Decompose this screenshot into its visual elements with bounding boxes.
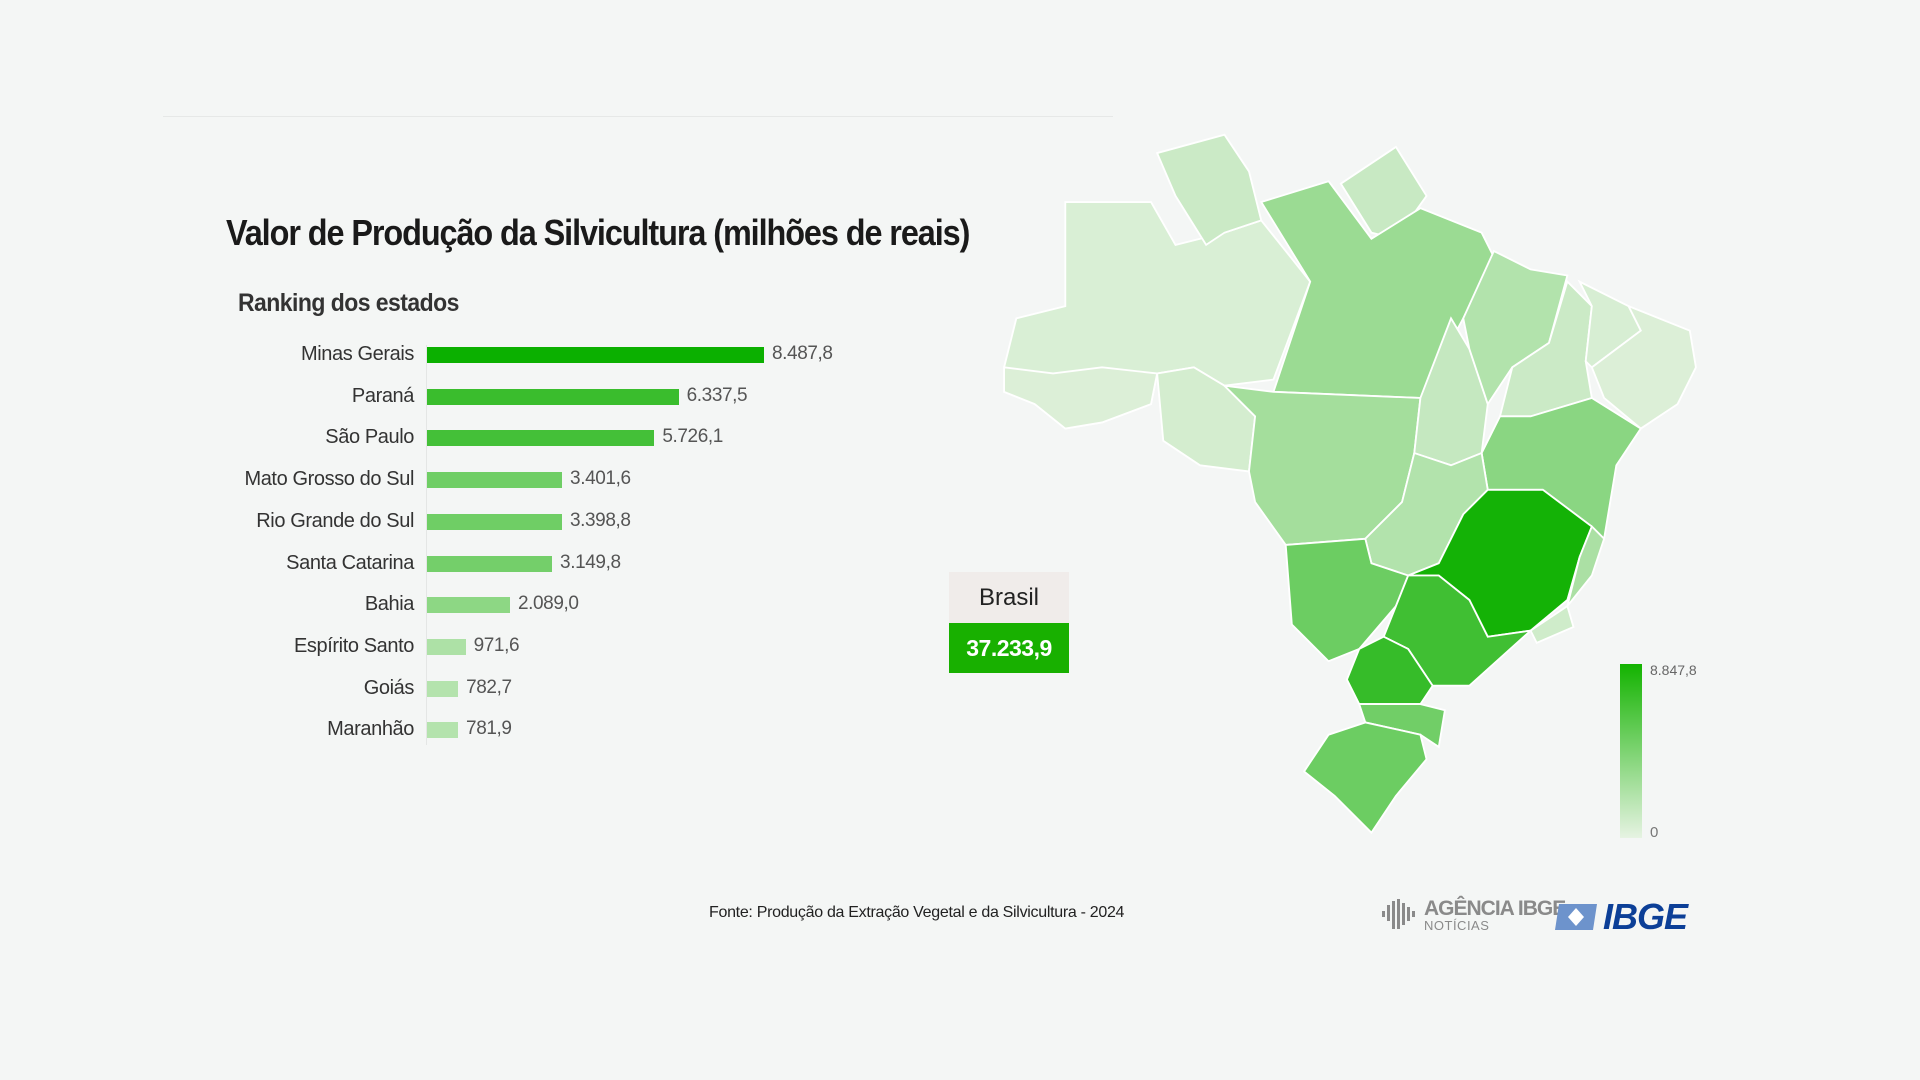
total-label: Brasil [949,572,1069,623]
bar-value-label: 6.337,5 [686,384,748,406]
agencia-logo-icon [1382,899,1415,929]
bar-category-label: Bahia [364,593,415,616]
bar-value-label: 8.487,8 [772,343,833,364]
bar [427,347,764,363]
legend-max-label: 8.847,8 [1650,662,1697,678]
bar-value-label: 3.401,6 [570,468,631,490]
total-value: 37.233,9 [949,623,1069,673]
bar-row: Santa Catarina 3.149,8 [0,543,900,585]
map-state-rr [1155,133,1263,247]
chart-title: Valor de Produção da Silvicultura (milhõ… [226,212,970,253]
bar-value-label: 3.149,8 [560,551,621,573]
bar [427,388,679,405]
bar-row: Paraná 6.337,5 [0,376,900,418]
bar-value-label: 5.726,1 [662,426,723,448]
map-state-rs [1302,721,1428,835]
bar-value-label: 3.398,8 [569,509,631,531]
map-state-sp [1382,574,1534,687]
bar-category-label: Goiás [363,676,415,699]
bar-category-label: São Paulo [325,426,414,449]
source-note: Fonte: Produção da Extração Vegetal e da… [709,904,1125,921]
top-divider [163,116,1113,117]
agencia-subtitle: NOTÍCIAS [1424,917,1490,933]
bar [427,638,466,655]
bar-row: Mato Grosso do Sul 3.401,6 [0,459,900,501]
bar-value-label: 781,9 [466,718,512,740]
map-state-es [1566,524,1606,607]
map-state-rj [1529,604,1575,645]
bar-category-label: Espírito Santo [293,634,414,657]
bar-category-label: Santa Catarina [286,551,414,574]
bar-row: Espírito Santo 971,6 [0,626,900,668]
bar-row: São Paulo 5.726,1 [0,417,900,459]
bar-value-label: 782,7 [466,676,512,698]
bar-row: Rio Grande do Sul 3.398,8 [0,501,900,543]
bar [427,513,562,530]
map-state-ac [1003,366,1159,430]
bar-row: Minas Gerais 8.487,8 [0,334,900,376]
legend-min-label: 0 [1650,824,1659,841]
chart-subtitle: Ranking dos estados [238,289,459,317]
bar [427,472,563,489]
bar-category-label: Maranhão [327,718,414,741]
bar-axis [426,345,427,745]
bar-value-label: 971,6 [473,634,520,656]
agencia-title: AGÊNCIA IBGE [1424,896,1566,920]
bar-category-label: Paraná [351,384,414,407]
ibge-logo: IBGE [1553,896,1688,938]
bar [427,597,510,614]
bar-category-label: Mato Grosso do Sul [244,468,414,491]
bar [427,680,459,697]
bar-value-label: 2.089,0 [517,593,579,615]
bar [427,722,459,739]
bar-category-label: Rio Grande do Sul [256,509,414,532]
bar-row: Bahia 2.089,0 [0,584,900,626]
color-scale-legend [1620,664,1642,838]
map-state-pr [1345,635,1434,705]
agencia-ibge-logo: AGÊNCIA IBGE NOTÍCIAS [1380,896,1566,933]
bar [427,430,655,447]
total-box: Brasil 37.233,9 [949,572,1069,673]
ibge-logo-text: IBGE [1603,896,1688,937]
bar-category-label: Minas Gerais [300,343,414,365]
bar [427,555,553,572]
bar-row: Goiás 782,7 [0,668,900,710]
bar-row: Maranhão 781,9 [0,709,900,751]
ibge-logo-icon [1555,904,1597,930]
